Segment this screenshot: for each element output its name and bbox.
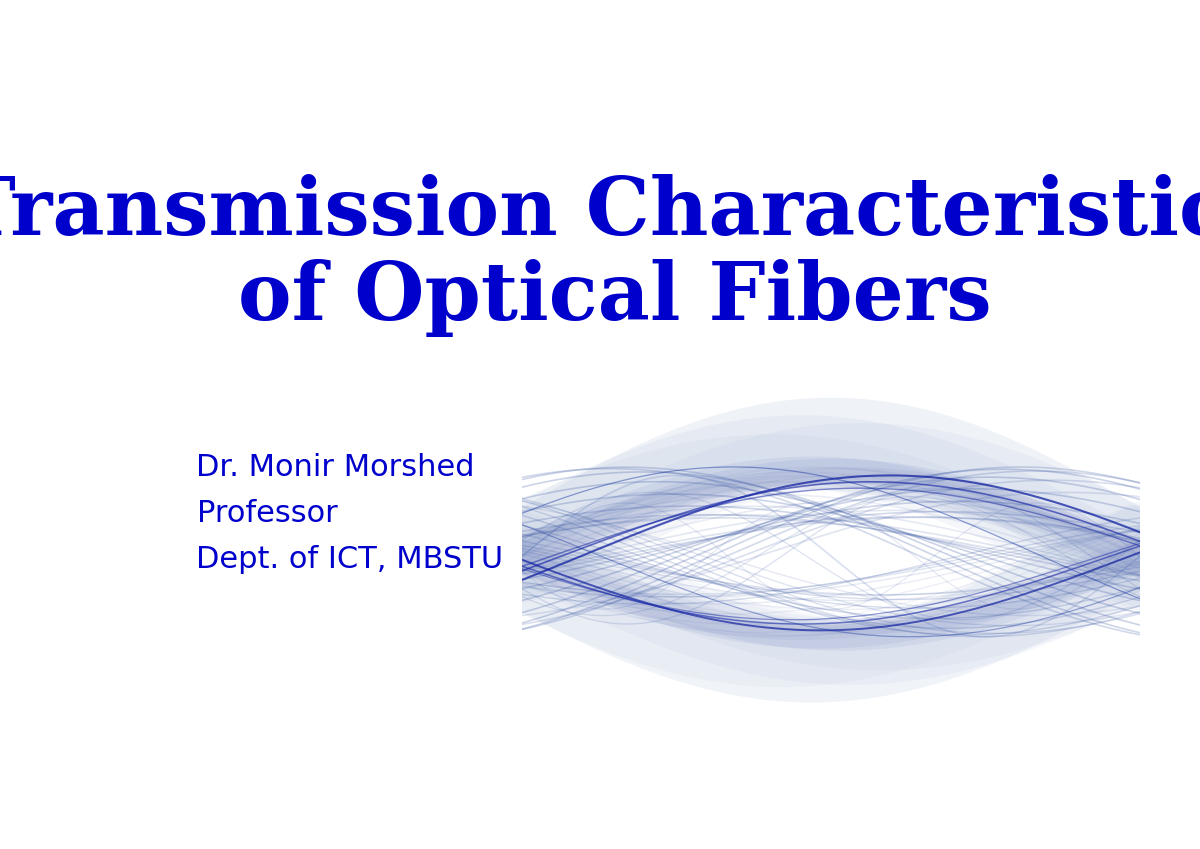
Text: Transmission Characteristics: Transmission Characteristics — [0, 174, 1200, 252]
Text: Dept. of ICT, MBSTU: Dept. of ICT, MBSTU — [197, 545, 504, 574]
Text: of Optical Fibers: of Optical Fibers — [238, 259, 992, 337]
Text: Professor: Professor — [197, 499, 337, 528]
Text: Dr. Monir Morshed: Dr. Monir Morshed — [197, 453, 475, 482]
